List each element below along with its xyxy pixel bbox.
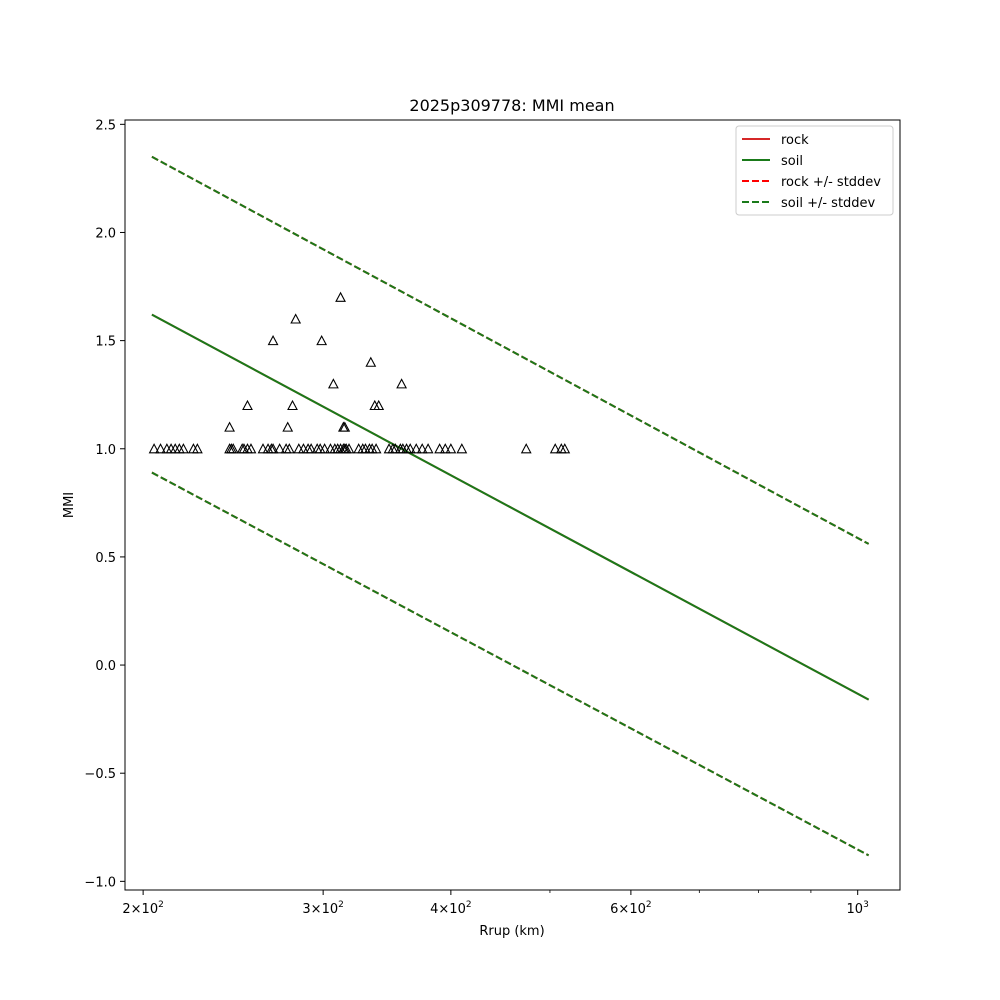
y-tick-label: 2.5 (95, 118, 116, 133)
observation-point (404, 443, 416, 454)
observation-point (224, 421, 236, 432)
observation-point (148, 443, 160, 454)
observation-point (339, 421, 351, 432)
observation-point (227, 443, 239, 454)
x-tick-label: 4×102 (430, 900, 471, 917)
observation-point (549, 443, 561, 454)
observation-point (559, 443, 571, 454)
observation-point (178, 443, 189, 454)
observation-point (335, 291, 346, 302)
legend-label-2: rock +/- stddev (781, 175, 881, 190)
legend: rock soil rock +/- stddev soil +/- stddev (735, 125, 894, 216)
y-tick-label: −0.5 (84, 767, 116, 782)
observation-point (290, 313, 302, 324)
legend-label-0: rock (781, 133, 809, 148)
observation-point (416, 443, 428, 454)
observation-point (267, 443, 279, 454)
observation-point (155, 443, 166, 454)
observation-point (456, 443, 468, 454)
axes: 2×102 3×102 4×102 6×102 1032.52.01.51.00.50.… (84, 118, 868, 917)
observation-point (283, 443, 295, 454)
series-line-3-lower (151, 471, 870, 857)
series-line-1 (151, 313, 870, 701)
legend-box (735, 125, 894, 216)
observation-point (422, 443, 434, 454)
x-axis-label: Rrup (km) (479, 924, 544, 939)
observation-point (410, 443, 422, 454)
chart-title: 2025p309778: MMI mean (409, 96, 614, 115)
observation-point (434, 443, 446, 454)
observation-point (245, 443, 257, 454)
plot-frame (124, 119, 901, 891)
observation-point (319, 443, 331, 454)
observation-point (305, 443, 317, 454)
y-axis-label: MMI (62, 492, 77, 518)
observation-point (242, 399, 253, 411)
observation-point (274, 443, 286, 454)
observation-point (343, 443, 355, 454)
y-tick-label: 1.5 (95, 335, 116, 350)
observation-point (191, 443, 203, 454)
plot-area (148, 155, 870, 857)
observation-point (439, 443, 451, 454)
series-line-3 (151, 155, 870, 545)
observation-point (520, 443, 532, 454)
legend-label-1: soil (781, 154, 803, 169)
observation-point (282, 421, 294, 432)
y-tick-label: 1.0 (95, 443, 116, 458)
y-tick-label: 0.5 (95, 551, 116, 566)
observation-point (396, 378, 408, 389)
observation-point (287, 399, 298, 411)
observation-point (445, 443, 457, 454)
legend-label-3: soil +/- stddev (781, 196, 876, 211)
y-tick-label: 2.0 (95, 226, 116, 241)
observation-point (327, 378, 339, 389)
observation-point (316, 334, 328, 346)
x-tick-label: 2×102 (122, 900, 163, 917)
y-tick-label: −1.0 (84, 875, 116, 890)
x-tick-label: 3×102 (302, 900, 343, 917)
observation-point (373, 399, 385, 411)
y-tick-label: 0.0 (95, 659, 116, 674)
observation-point (267, 334, 279, 346)
observation-point (370, 443, 382, 454)
observation-point (365, 356, 377, 367)
x-tick-label: 6×102 (610, 900, 651, 917)
